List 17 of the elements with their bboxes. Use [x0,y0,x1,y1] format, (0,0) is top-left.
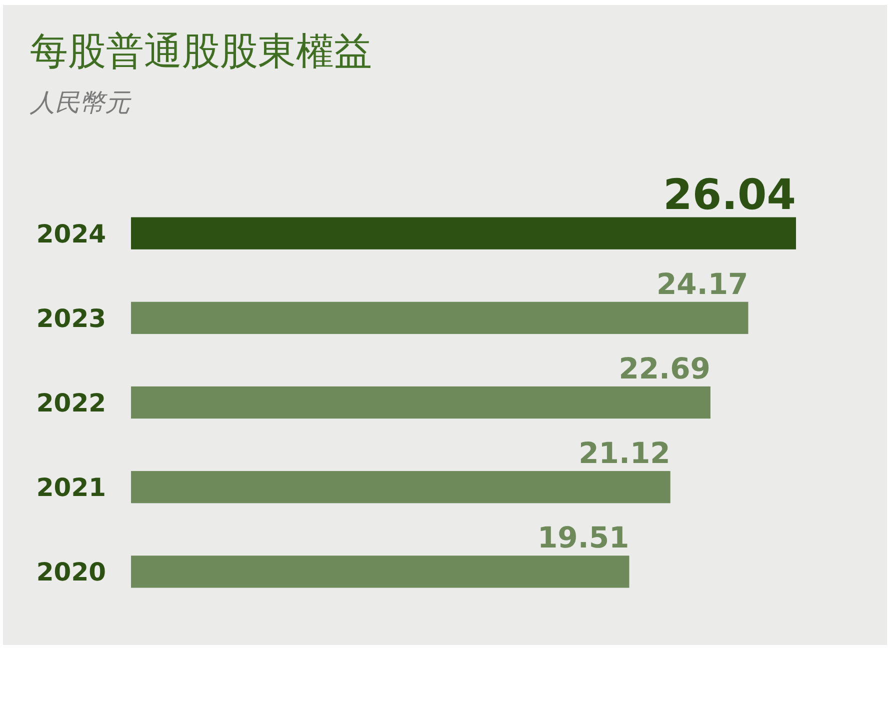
bar [131,217,796,250]
y-tick-label: 2023 [36,304,106,333]
bar [131,471,670,504]
y-tick-label: 2024 [36,219,106,248]
chart-title: 每股普通股股東權益 [30,29,372,73]
chart-subtitle: 人民幣元 [29,88,132,117]
data-label: 22.69 [618,351,710,386]
bar [131,302,748,334]
y-tick-label: 2022 [36,388,106,418]
y-tick-label: 2021 [36,473,106,502]
data-label: 19.51 [538,520,630,555]
y-tick-label: 2020 [36,558,106,587]
data-label: 24.17 [656,266,748,301]
data-label: 21.12 [578,436,670,470]
data-label: 26.04 [663,170,796,220]
bar [131,556,630,588]
bar [131,386,710,419]
